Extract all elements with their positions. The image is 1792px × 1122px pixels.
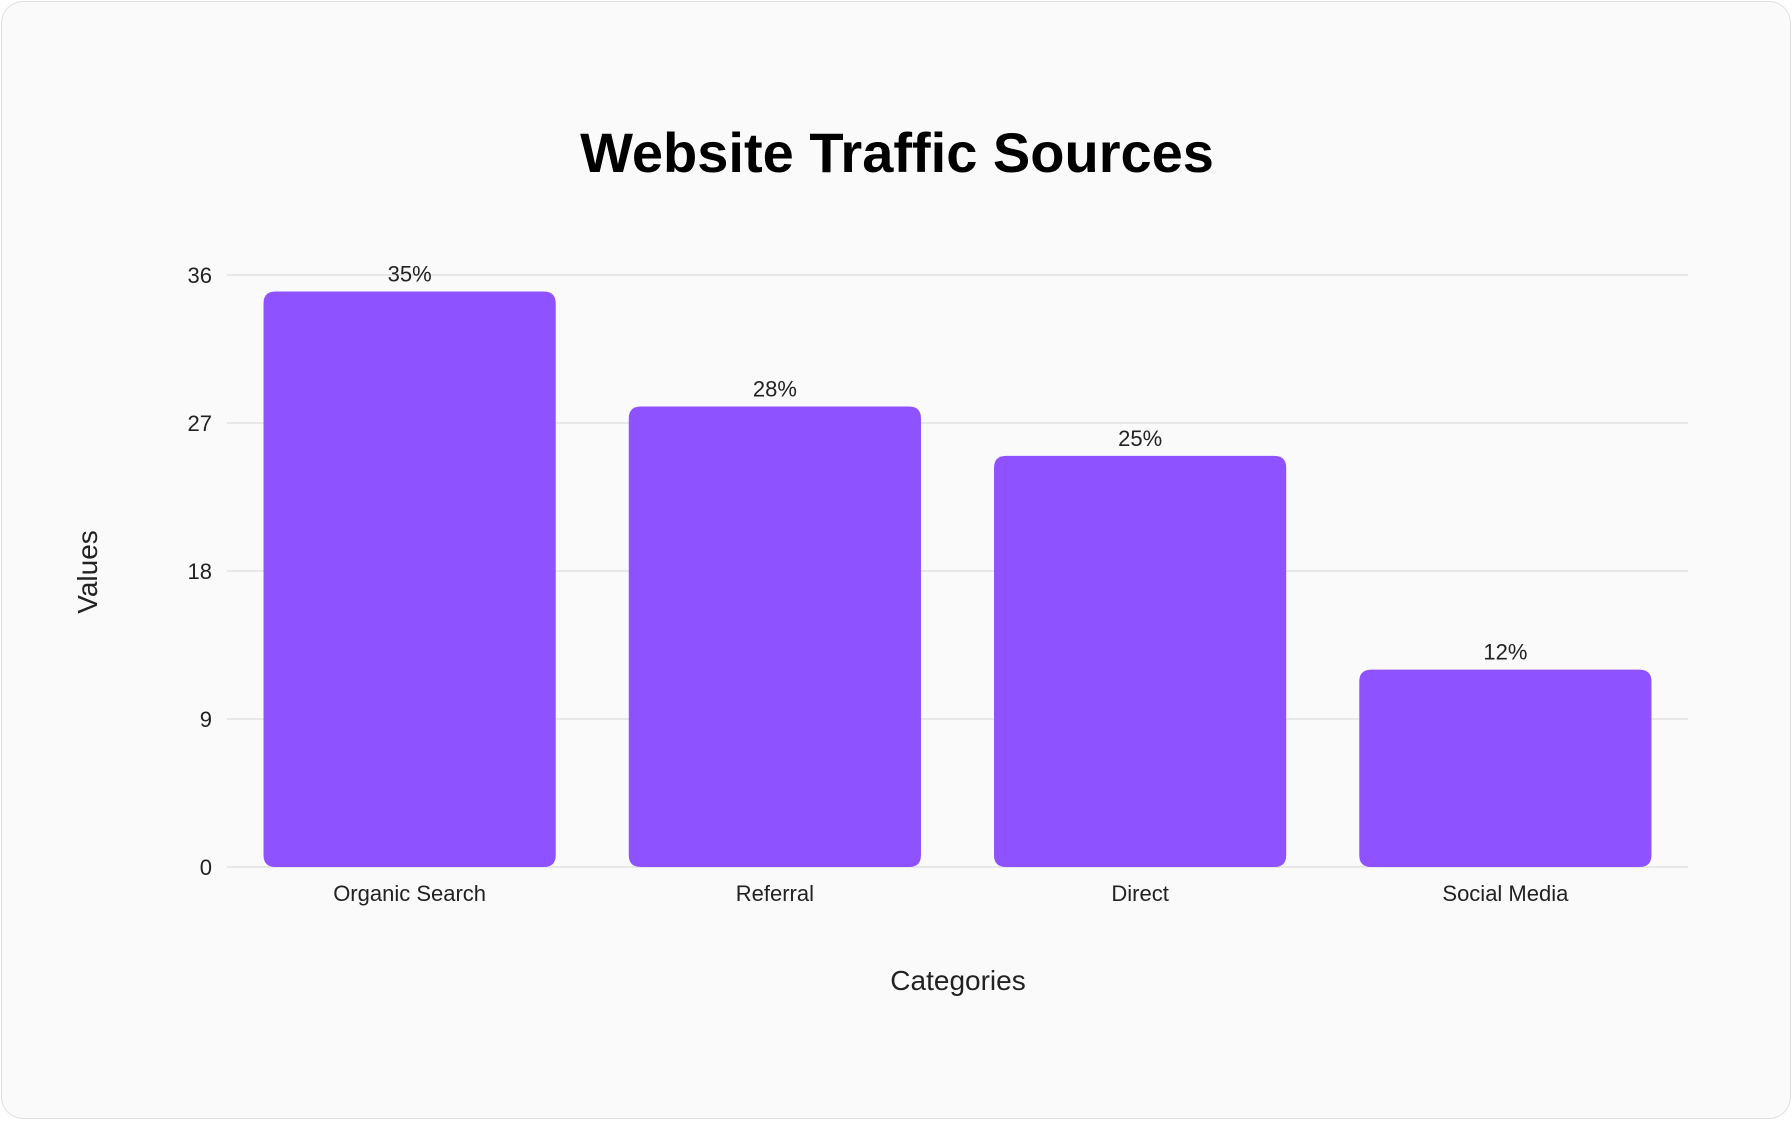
data-label: 28% (753, 377, 797, 402)
x-tick-label: Organic Search (333, 881, 486, 906)
x-tick-label: Direct (1111, 881, 1168, 906)
x-tick-label: Social Media (1442, 881, 1569, 906)
y-axis-label: Values (72, 530, 103, 614)
data-label: 25% (1118, 426, 1162, 451)
data-label: 12% (1483, 640, 1527, 665)
x-tick-label: Referral (736, 881, 814, 906)
x-axis-label: Categories (890, 965, 1025, 996)
y-tick-label: 36 (188, 263, 212, 288)
y-tick-label: 27 (188, 411, 212, 436)
y-tick-label: 0 (200, 855, 212, 880)
bar (1359, 669, 1652, 867)
bar (628, 406, 921, 867)
y-tick-label: 9 (200, 707, 212, 732)
y-tick-label: 18 (188, 559, 212, 584)
data-label: 35% (388, 261, 432, 286)
chart-title: Website Traffic Sources (580, 121, 1214, 184)
bar (263, 291, 556, 867)
bar (994, 455, 1287, 867)
